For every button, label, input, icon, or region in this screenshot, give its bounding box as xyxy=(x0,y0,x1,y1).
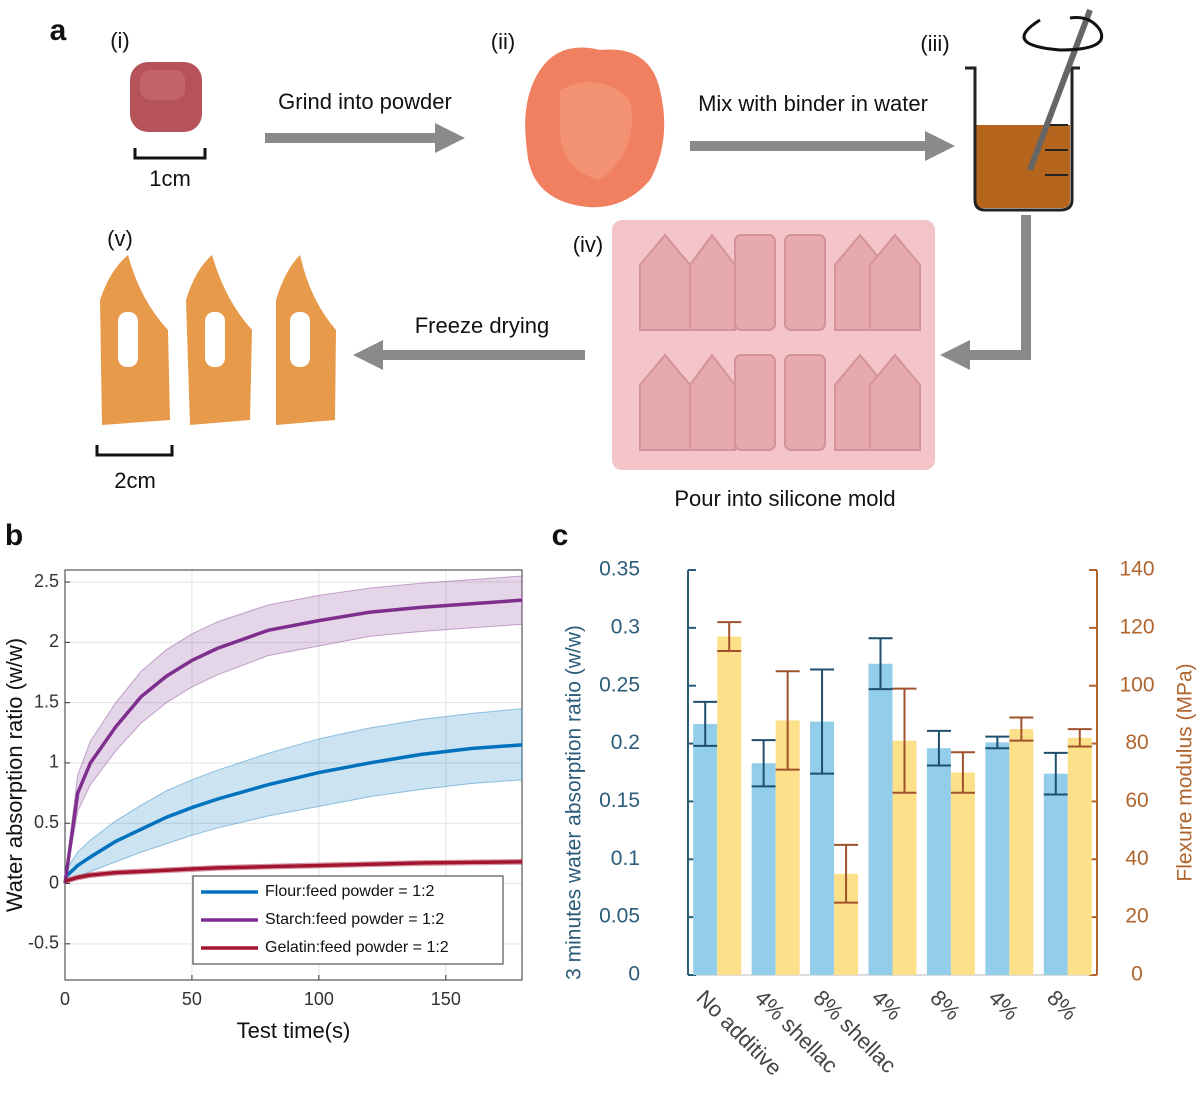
stir-rod xyxy=(1027,8,1093,172)
y-axis-label: Water absorption ratio (w/w) xyxy=(2,638,27,912)
y2-tick-label: 80 xyxy=(1125,731,1148,754)
error-bar xyxy=(868,637,893,691)
error-band xyxy=(64,708,523,885)
bar xyxy=(693,723,718,975)
rotation-arrow xyxy=(1022,16,1104,52)
error-bar xyxy=(775,670,800,771)
y-tick-label: 2.5 xyxy=(34,571,59,591)
error-bar xyxy=(926,729,951,767)
error-bar xyxy=(1043,751,1068,796)
process-arrow xyxy=(940,215,1031,370)
x-axis-label: Test time(s) xyxy=(237,1018,351,1043)
scale-label: 2cm xyxy=(114,468,156,493)
bait-holes xyxy=(118,312,310,367)
error-bar xyxy=(985,735,1010,750)
error-bar xyxy=(1009,716,1034,742)
powder-highlight xyxy=(560,82,632,180)
x-tick-label: 4% xyxy=(867,985,907,1025)
scale-bar xyxy=(133,148,207,160)
y2-tick-label: 40 xyxy=(1125,847,1148,870)
y-axis-label: 3 minutes water absorption ratio (w/w) xyxy=(563,625,586,980)
plot-frame xyxy=(64,569,523,981)
line xyxy=(64,860,523,883)
legend-label: Gelatin:feed powder = 1:2 xyxy=(265,939,449,956)
y-tick-label: -0.5 xyxy=(28,933,59,953)
y-tick-label: 0.1 xyxy=(611,847,640,870)
bar xyxy=(751,763,776,975)
step-label: (iv) xyxy=(573,232,604,257)
error-bar xyxy=(717,621,742,652)
y2-tick-label: 120 xyxy=(1119,615,1154,638)
y-tick-label: 0.5 xyxy=(34,812,59,832)
bar xyxy=(717,636,742,975)
x-tick-label: 4% xyxy=(984,985,1024,1025)
error-bar xyxy=(693,700,718,747)
y2-tick-label: 0 xyxy=(1131,963,1143,986)
bar xyxy=(1067,737,1092,975)
panel-label: a xyxy=(50,14,67,47)
y2-tick-label: 100 xyxy=(1119,673,1154,696)
y2-tick-label: 20 xyxy=(1125,905,1148,928)
y-tick-label: 0.35 xyxy=(599,558,640,581)
y-tick-label: 0.15 xyxy=(599,789,640,812)
y2-tick-label: 60 xyxy=(1125,789,1148,812)
x-tick-label: 8% xyxy=(925,985,965,1025)
x-tick-label: 150 xyxy=(431,989,461,1009)
error-bar xyxy=(751,739,776,788)
scale-bar xyxy=(95,445,174,457)
step-label: (iii) xyxy=(920,31,949,56)
pellet-highlight xyxy=(140,70,185,100)
y-tick-label: 0 xyxy=(49,872,59,892)
beaker xyxy=(965,66,1080,212)
panel-label: c xyxy=(552,519,569,552)
y-tick-label: 0.05 xyxy=(599,905,640,928)
x-tick-label: 8% xyxy=(1042,985,1082,1025)
error-bar xyxy=(950,751,975,794)
y-tick-label: 0.25 xyxy=(599,673,640,696)
arrow-label: Freeze drying xyxy=(415,313,550,338)
bar xyxy=(926,748,951,975)
legend-label: Starch:feed powder = 1:2 xyxy=(265,911,444,928)
bar xyxy=(868,663,893,975)
y-tick-label: 0.3 xyxy=(611,615,640,638)
step-label: (i) xyxy=(110,28,130,53)
bar xyxy=(1043,773,1068,975)
arrow-label: Mix with binder in water xyxy=(698,91,928,116)
x-tick-label: 50 xyxy=(182,989,202,1009)
error-band xyxy=(64,575,523,884)
y-tick-label: 0.2 xyxy=(611,731,640,754)
beaker-mixture xyxy=(975,125,1070,208)
step-caption: Pour into silicone mold xyxy=(674,486,895,511)
scale-label: 1cm xyxy=(149,166,191,191)
y-tick-label: 2 xyxy=(49,631,59,651)
error-bar xyxy=(810,668,835,775)
error-bar xyxy=(892,687,917,794)
panel-a: a (i) 1cm Grind into powder (ii) Mix wit… xyxy=(50,8,1104,511)
legend-label: Flour:feed powder = 1:2 xyxy=(265,883,435,900)
arrow-label: Grind into powder xyxy=(278,89,452,114)
bar xyxy=(1009,729,1034,975)
y-tick-label: 1.5 xyxy=(34,691,59,711)
error-bar xyxy=(1067,728,1092,748)
panel-label: b xyxy=(5,519,23,552)
line xyxy=(63,598,523,884)
y-tick-label: 1 xyxy=(49,752,59,772)
bar xyxy=(985,742,1010,975)
y2-axis-label: Flexure modulus (MPa) xyxy=(1174,663,1197,881)
error-bar xyxy=(834,843,859,904)
bar xyxy=(950,772,975,975)
y2-tick-label: 140 xyxy=(1119,558,1154,581)
x-tick-label: 100 xyxy=(304,989,334,1009)
step-label: (v) xyxy=(107,226,133,251)
error-band xyxy=(64,858,523,885)
mold-cavities xyxy=(639,233,921,451)
x-tick-label: 0 xyxy=(60,989,70,1009)
y-tick-label: 0 xyxy=(628,963,640,986)
step-label: (ii) xyxy=(491,29,515,54)
line xyxy=(63,743,523,879)
